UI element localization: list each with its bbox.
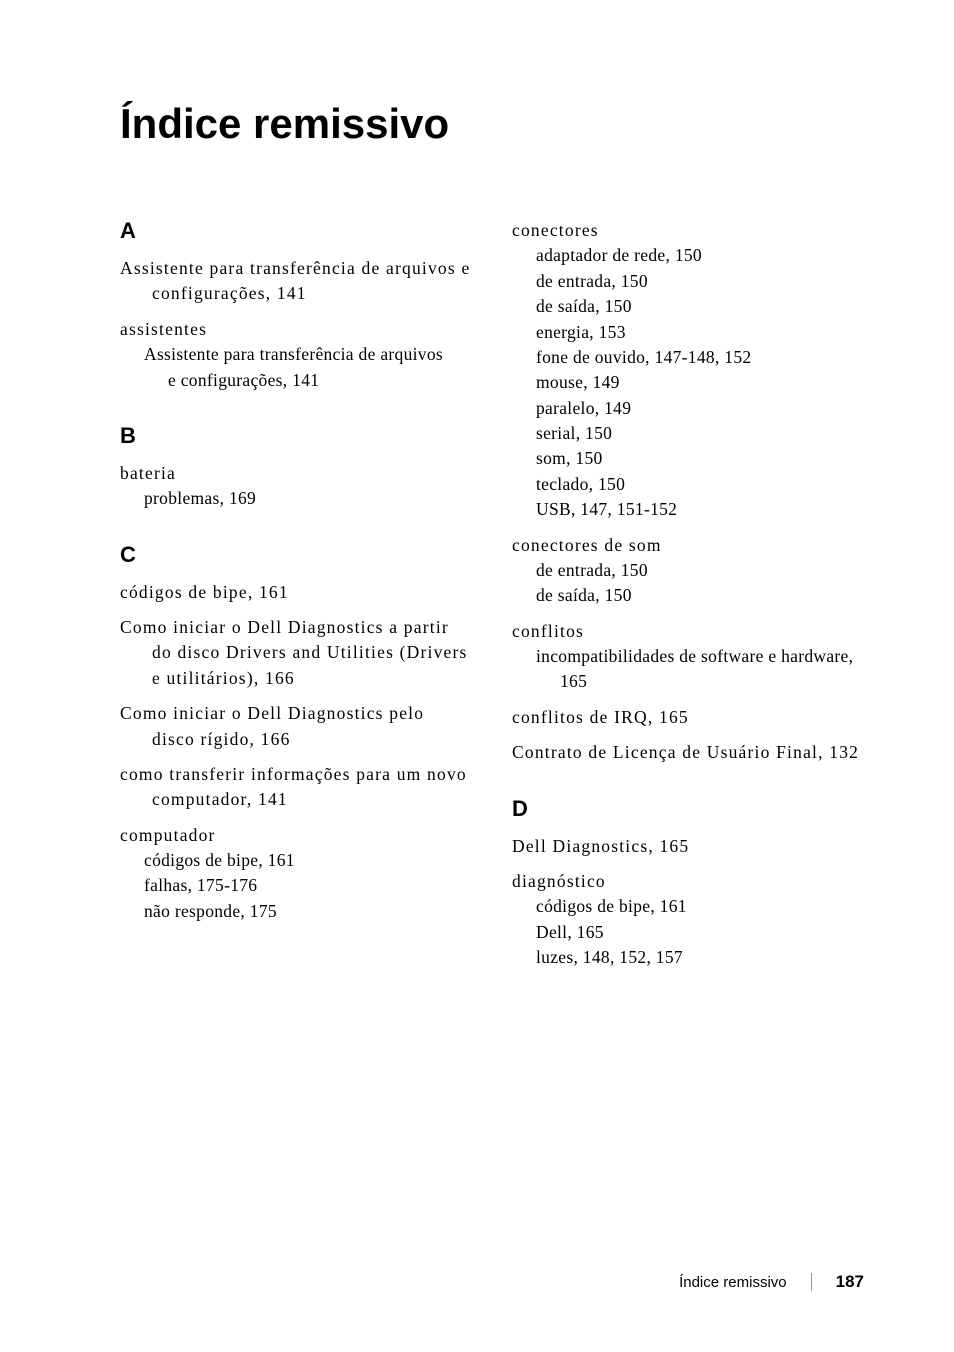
index-entry: conectores de som: [512, 533, 864, 558]
index-columns: A Assistente para transferência de arquiv…: [120, 218, 864, 980]
index-entry: conflitos: [512, 619, 864, 644]
left-column: A Assistente para transferência de arquiv…: [120, 218, 472, 980]
section-letter: D: [512, 796, 864, 822]
index-sub-entry: Assistente para transferência de arquivo…: [120, 342, 472, 367]
index-entry: Como iniciar o Dell Diagnostics pelo dis…: [120, 701, 472, 752]
index-sub-entry: energia, 153: [512, 320, 864, 345]
index-sub-entry: de entrada, 150: [512, 269, 864, 294]
index-sub-entry: de saída, 150: [512, 583, 864, 608]
index-entry: como transferir informações para um novo…: [120, 762, 472, 813]
index-sub-entry: adaptador de rede, 150: [512, 243, 864, 268]
index-sub-entry: serial, 150: [512, 421, 864, 446]
index-sub-entry: paralelo, 149: [512, 396, 864, 421]
footer-page-number: 187: [836, 1272, 864, 1292]
section-letter: B: [120, 423, 472, 449]
index-sub-entry: de entrada, 150: [512, 558, 864, 583]
section-letter: A: [120, 218, 472, 244]
footer: Índice remissivo 187: [679, 1272, 864, 1292]
footer-label: Índice remissivo: [679, 1274, 787, 1291]
index-sub-entry: mouse, 149: [512, 370, 864, 395]
footer-divider: [811, 1273, 812, 1291]
index-entry: conectores: [512, 218, 864, 243]
index-entry: diagnóstico: [512, 869, 864, 894]
index-entry: Dell Diagnostics, 165: [512, 834, 864, 859]
index-sub-entry: falhas, 175-176: [120, 873, 472, 898]
index-sub-entry: Dell, 165: [512, 920, 864, 945]
index-entry: bateria: [120, 461, 472, 486]
index-sub-entry: códigos de bipe, 161: [120, 848, 472, 873]
index-entry: assistentes: [120, 317, 472, 342]
index-sub-entry: incompatibilidades de software e hardwar…: [512, 644, 864, 695]
index-entry: Como iniciar o Dell Diagnostics a partir…: [120, 615, 472, 691]
index-sub-entry: códigos de bipe, 161: [512, 894, 864, 919]
index-sub-entry: problemas, 169: [120, 486, 472, 511]
index-entry: códigos de bipe, 161: [120, 580, 472, 605]
index-sub-entry: não responde, 175: [120, 899, 472, 924]
page-title: Índice remissivo: [120, 100, 864, 148]
index-sub-entry: USB, 147, 151-152: [512, 497, 864, 522]
index-sub-entry: de saída, 150: [512, 294, 864, 319]
index-sub-entry: som, 150: [512, 446, 864, 471]
index-sub-entry: luzes, 148, 152, 157: [512, 945, 864, 970]
index-sub-entry: fone de ouvido, 147-148, 152: [512, 345, 864, 370]
index-entry: Contrato de Licença de Usuário Final, 13…: [512, 740, 864, 765]
index-sub-entry: teclado, 150: [512, 472, 864, 497]
index-sub-sub-entry: e configurações, 141: [120, 368, 472, 393]
right-column: conectoresadaptador de rede, 150de entra…: [512, 218, 864, 980]
section-letter: C: [120, 542, 472, 568]
index-entry: Assistente para transferência de arquivo…: [120, 256, 472, 307]
index-entry: conflitos de IRQ, 165: [512, 705, 864, 730]
index-entry: computador: [120, 823, 472, 848]
